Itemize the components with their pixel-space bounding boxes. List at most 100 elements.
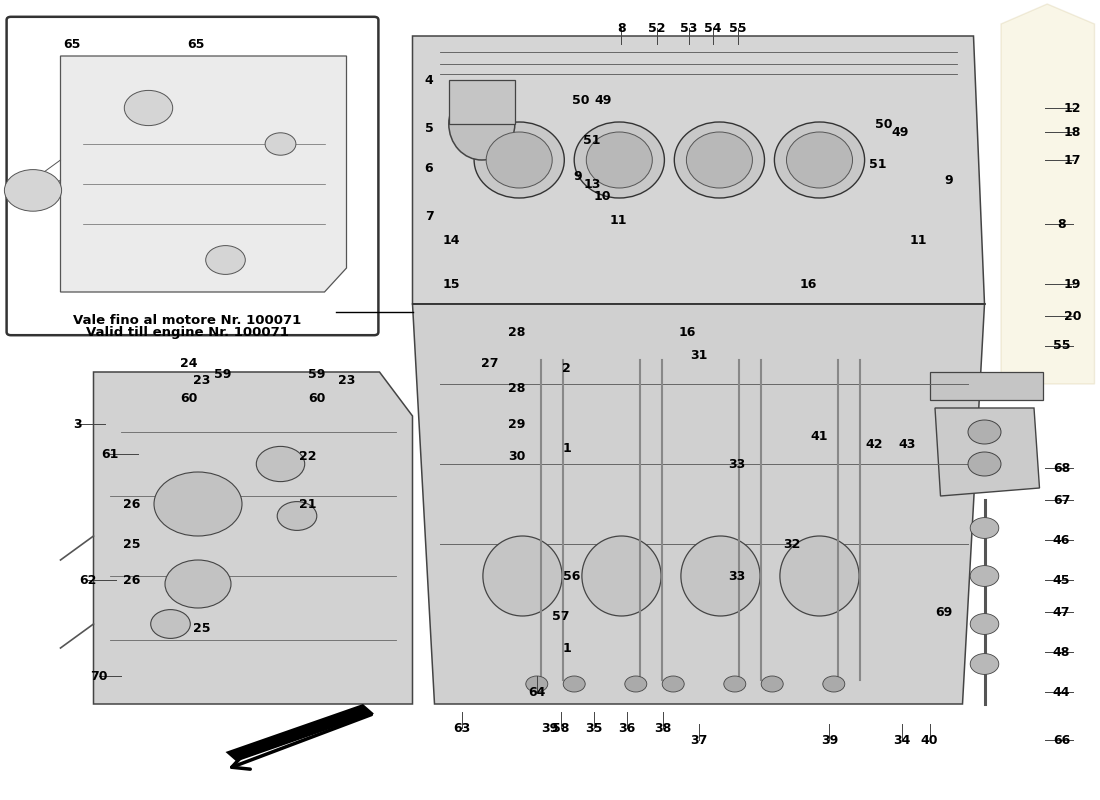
Text: 43: 43: [899, 438, 916, 450]
Polygon shape: [412, 36, 984, 304]
Text: 70: 70: [90, 670, 108, 682]
Text: 10: 10: [594, 190, 612, 202]
Text: 12: 12: [1064, 102, 1081, 114]
Text: 1: 1: [562, 642, 571, 654]
Text: 19: 19: [1064, 278, 1081, 290]
Text: 62: 62: [79, 574, 97, 586]
Circle shape: [265, 133, 296, 155]
Text: 28: 28: [508, 382, 526, 394]
Text: 33: 33: [728, 458, 746, 470]
Text: 51: 51: [583, 134, 601, 146]
Text: 48: 48: [1053, 646, 1070, 658]
Text: 23: 23: [338, 374, 355, 386]
Text: 51: 51: [869, 158, 887, 170]
Text: 39: 39: [821, 734, 838, 746]
Circle shape: [206, 246, 245, 274]
Text: 41: 41: [811, 430, 828, 442]
Text: 64: 64: [528, 686, 546, 698]
Text: 6: 6: [425, 162, 433, 174]
Circle shape: [277, 502, 317, 530]
Text: 27: 27: [481, 358, 498, 370]
Circle shape: [625, 676, 647, 692]
Polygon shape: [935, 408, 1040, 496]
Text: 32: 32: [783, 538, 801, 550]
Circle shape: [968, 420, 1001, 444]
Text: 59: 59: [213, 368, 231, 381]
Text: 21: 21: [299, 498, 317, 510]
Text: 2: 2: [562, 362, 571, 374]
Text: 42: 42: [866, 438, 883, 450]
Ellipse shape: [582, 536, 661, 616]
Text: 13: 13: [583, 178, 601, 190]
Text: 1: 1: [562, 442, 571, 454]
Text: 46: 46: [1053, 534, 1070, 546]
Ellipse shape: [774, 122, 865, 198]
Ellipse shape: [786, 132, 852, 188]
Text: 20: 20: [1064, 310, 1081, 322]
Circle shape: [154, 472, 242, 536]
Text: 39: 39: [541, 722, 559, 734]
Text: 65: 65: [63, 38, 80, 50]
Text: 31: 31: [690, 350, 707, 362]
Text: 49: 49: [594, 94, 612, 106]
Text: 4: 4: [425, 74, 433, 86]
Circle shape: [968, 452, 1001, 476]
Ellipse shape: [780, 536, 859, 616]
Text: 66: 66: [1053, 734, 1070, 746]
Text: 63: 63: [453, 722, 471, 734]
Text: Vale fino al motore Nr. 100071: Vale fino al motore Nr. 100071: [73, 314, 301, 327]
FancyBboxPatch shape: [7, 17, 378, 335]
Text: Valid till engine Nr. 100071: Valid till engine Nr. 100071: [86, 326, 288, 339]
Text: 23: 23: [192, 374, 210, 386]
Text: 16: 16: [800, 278, 817, 290]
Text: passionpr: passionpr: [460, 366, 860, 434]
Text: 22: 22: [299, 450, 317, 462]
Polygon shape: [449, 80, 515, 124]
Text: 5: 5: [425, 122, 433, 134]
Circle shape: [970, 518, 999, 538]
Text: 28: 28: [508, 326, 526, 338]
Ellipse shape: [474, 122, 564, 198]
Text: 18: 18: [1064, 126, 1081, 138]
Text: 49: 49: [891, 126, 909, 138]
Text: 25: 25: [192, 622, 210, 634]
Text: 52: 52: [648, 22, 666, 34]
Circle shape: [724, 676, 746, 692]
Text: 3: 3: [73, 418, 81, 430]
Text: 65: 65: [187, 38, 205, 50]
Ellipse shape: [574, 122, 664, 198]
Text: 36: 36: [618, 722, 636, 734]
Text: 56: 56: [563, 570, 581, 582]
Ellipse shape: [449, 88, 515, 160]
Text: 40: 40: [921, 734, 938, 746]
Polygon shape: [412, 304, 984, 704]
Text: 26: 26: [123, 498, 141, 510]
Circle shape: [970, 614, 999, 634]
Text: 60: 60: [180, 392, 198, 405]
Text: 11: 11: [910, 234, 927, 246]
Text: 33: 33: [728, 570, 746, 582]
Text: 68: 68: [1053, 462, 1070, 474]
Circle shape: [124, 90, 173, 126]
Text: 47: 47: [1053, 606, 1070, 618]
Text: 45: 45: [1053, 574, 1070, 586]
Circle shape: [151, 610, 190, 638]
Circle shape: [563, 676, 585, 692]
Text: 8: 8: [617, 22, 626, 34]
Circle shape: [761, 676, 783, 692]
Text: 25: 25: [123, 538, 141, 550]
Text: 69: 69: [935, 606, 953, 618]
Text: 16: 16: [679, 326, 696, 338]
Text: 17: 17: [1064, 154, 1081, 166]
Text: 53: 53: [680, 22, 697, 34]
Circle shape: [526, 676, 548, 692]
Ellipse shape: [586, 132, 652, 188]
Text: 37: 37: [690, 734, 707, 746]
Ellipse shape: [686, 132, 752, 188]
Text: 61: 61: [101, 448, 119, 461]
Circle shape: [970, 566, 999, 586]
Text: 55: 55: [1053, 339, 1070, 352]
Ellipse shape: [486, 132, 552, 188]
Polygon shape: [226, 704, 374, 762]
Circle shape: [970, 654, 999, 674]
